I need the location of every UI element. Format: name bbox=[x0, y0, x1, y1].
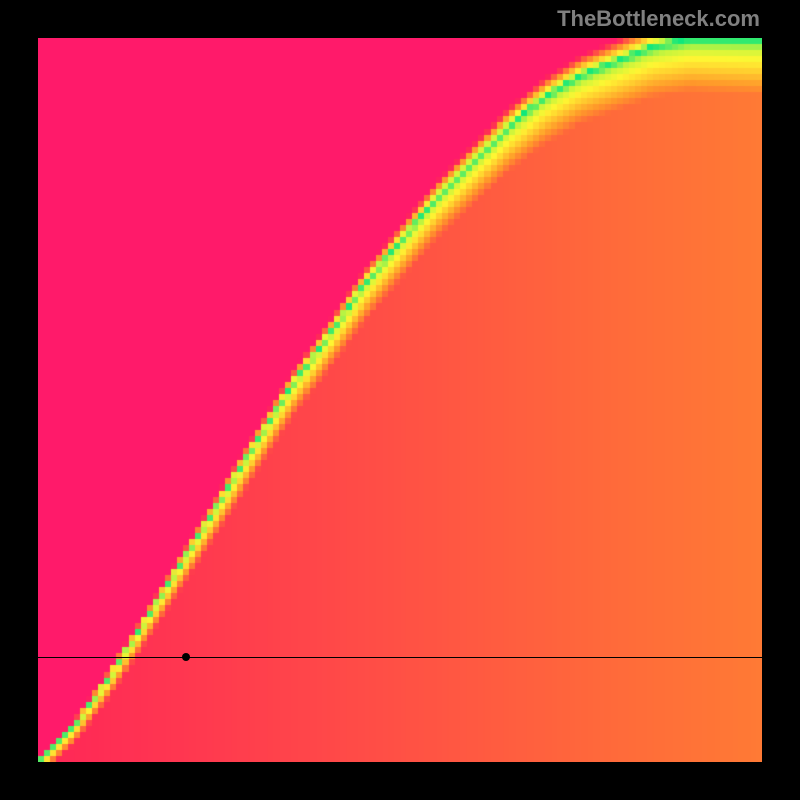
crosshair-horizontal bbox=[38, 657, 762, 658]
crosshair-dot bbox=[182, 653, 190, 661]
attribution-text: TheBottleneck.com bbox=[557, 6, 760, 32]
heatmap-canvas bbox=[38, 38, 762, 762]
bottleneck-heatmap bbox=[38, 38, 762, 762]
